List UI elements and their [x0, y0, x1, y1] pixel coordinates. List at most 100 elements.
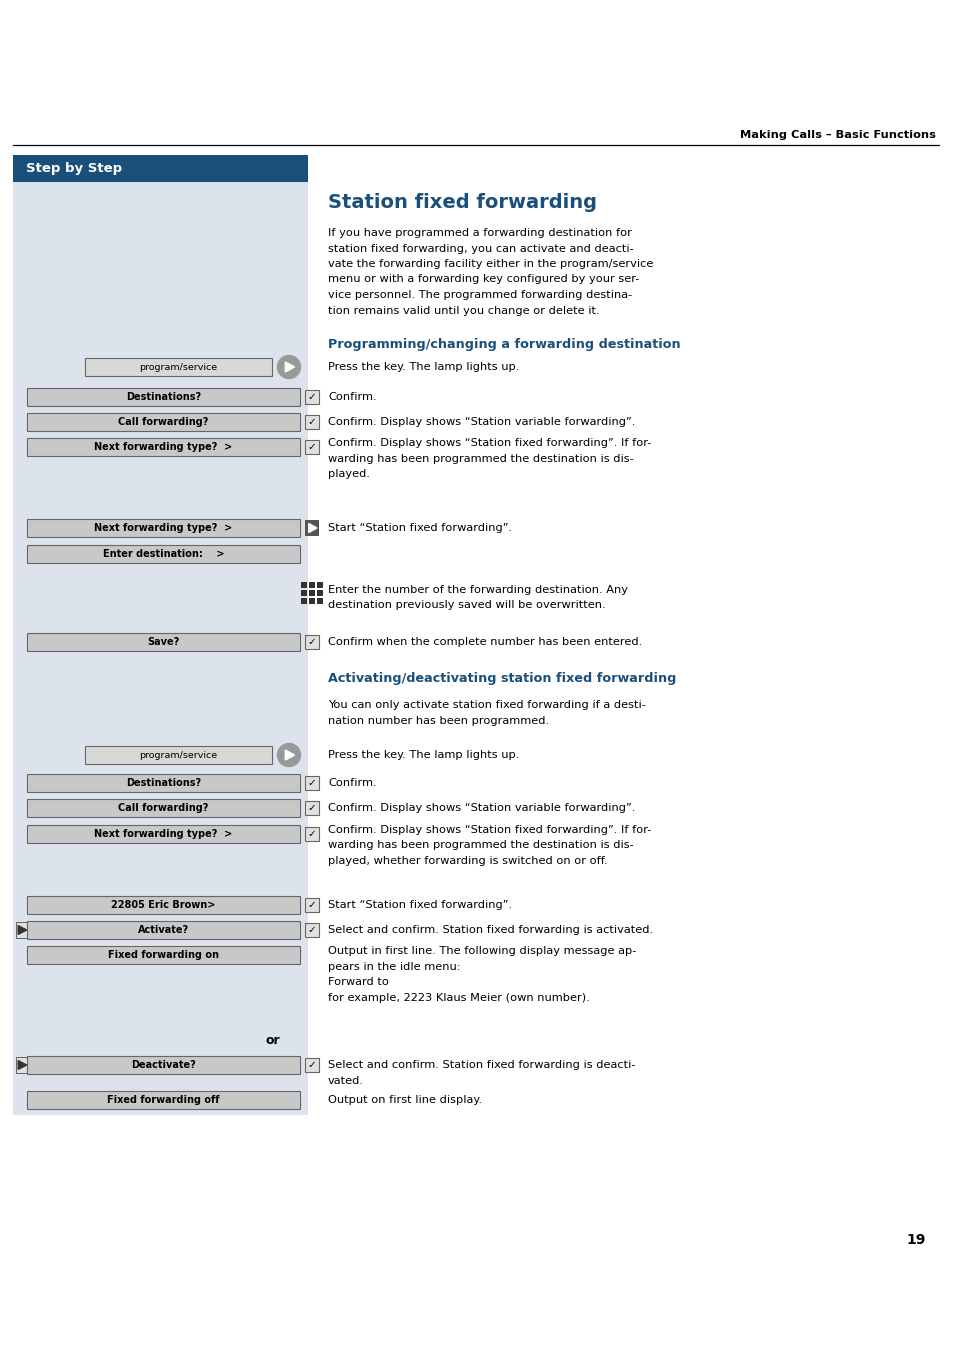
Text: Confirm.: Confirm. — [328, 778, 376, 788]
FancyBboxPatch shape — [85, 358, 272, 376]
Text: played.: played. — [328, 469, 370, 480]
Text: nation number has been programmed.: nation number has been programmed. — [328, 716, 549, 725]
FancyBboxPatch shape — [27, 921, 299, 939]
Text: Next forwarding type?  >: Next forwarding type? > — [94, 523, 233, 534]
Text: Save?: Save? — [147, 638, 179, 647]
FancyBboxPatch shape — [27, 388, 299, 405]
Text: Programming/changing a forwarding destination: Programming/changing a forwarding destin… — [328, 338, 679, 351]
Text: Fixed forwarding off: Fixed forwarding off — [107, 1096, 219, 1105]
Text: Enter the number of the forwarding destination. Any: Enter the number of the forwarding desti… — [328, 585, 627, 594]
Text: menu or with a forwarding key configured by your ser-: menu or with a forwarding key configured… — [328, 274, 639, 285]
FancyBboxPatch shape — [316, 582, 322, 588]
FancyBboxPatch shape — [309, 590, 314, 596]
Text: Start “Station fixed forwarding”.: Start “Station fixed forwarding”. — [328, 523, 512, 534]
FancyBboxPatch shape — [304, 898, 319, 912]
FancyBboxPatch shape — [301, 582, 307, 588]
Text: ✓: ✓ — [307, 830, 316, 839]
FancyBboxPatch shape — [27, 774, 299, 792]
Text: destination previously saved will be overwritten.: destination previously saved will be ove… — [328, 600, 605, 611]
Text: ✓: ✓ — [307, 778, 316, 788]
Text: warding has been programmed the destination is dis-: warding has been programmed the destinat… — [328, 840, 633, 851]
FancyBboxPatch shape — [27, 1092, 299, 1109]
Text: Deactivate?: Deactivate? — [131, 1061, 195, 1070]
Text: Forward to: Forward to — [328, 977, 389, 988]
Text: Output in first line. The following display message ap-: Output in first line. The following disp… — [328, 946, 636, 957]
Text: Select and confirm. Station fixed forwarding is deacti-: Select and confirm. Station fixed forwar… — [328, 1061, 635, 1070]
FancyBboxPatch shape — [304, 923, 319, 938]
Text: or: or — [265, 1034, 280, 1047]
Text: program/service: program/service — [139, 362, 217, 372]
Text: ✓: ✓ — [307, 802, 316, 813]
FancyBboxPatch shape — [27, 800, 299, 817]
Text: ✓: ✓ — [307, 638, 316, 647]
FancyBboxPatch shape — [85, 746, 272, 763]
FancyBboxPatch shape — [27, 825, 299, 843]
Text: Press the key. The lamp lights up.: Press the key. The lamp lights up. — [328, 362, 518, 372]
Text: 22805 Eric Brown>: 22805 Eric Brown> — [112, 900, 215, 911]
Polygon shape — [18, 1061, 27, 1070]
Circle shape — [277, 355, 300, 378]
Text: ✓: ✓ — [307, 1061, 316, 1070]
Text: Activate?: Activate? — [138, 925, 189, 935]
Text: Call forwarding?: Call forwarding? — [118, 417, 209, 427]
FancyBboxPatch shape — [304, 415, 319, 430]
Polygon shape — [285, 750, 294, 761]
Text: Destinations?: Destinations? — [126, 392, 201, 403]
FancyBboxPatch shape — [304, 389, 319, 404]
FancyBboxPatch shape — [304, 801, 319, 815]
Polygon shape — [309, 523, 316, 532]
Text: If you have programmed a forwarding destination for: If you have programmed a forwarding dest… — [328, 228, 631, 238]
FancyBboxPatch shape — [304, 775, 319, 790]
Text: Step by Step: Step by Step — [26, 162, 122, 176]
Polygon shape — [18, 925, 27, 935]
Text: Confirm. Display shows “Station fixed forwarding”. If for-: Confirm. Display shows “Station fixed fo… — [328, 438, 651, 449]
Text: Confirm. Display shows “Station variable forwarding”.: Confirm. Display shows “Station variable… — [328, 802, 635, 813]
Text: Enter destination:    >: Enter destination: > — [103, 549, 224, 559]
Text: ✓: ✓ — [307, 392, 316, 403]
Text: Confirm.: Confirm. — [328, 392, 376, 403]
Text: ✓: ✓ — [307, 417, 316, 427]
Text: Press the key. The lamp lights up.: Press the key. The lamp lights up. — [328, 750, 518, 761]
Text: played, whether forwarding is switched on or off.: played, whether forwarding is switched o… — [328, 857, 607, 866]
FancyBboxPatch shape — [27, 896, 299, 913]
Text: Confirm. Display shows “Station fixed forwarding”. If for-: Confirm. Display shows “Station fixed fo… — [328, 825, 651, 835]
FancyBboxPatch shape — [27, 438, 299, 455]
Text: warding has been programmed the destination is dis-: warding has been programmed the destinat… — [328, 454, 633, 463]
FancyBboxPatch shape — [304, 827, 319, 842]
Text: for example, 2223 Klaus Meier (own number).: for example, 2223 Klaus Meier (own numbe… — [328, 993, 589, 1002]
Text: Activating/deactivating station fixed forwarding: Activating/deactivating station fixed fo… — [328, 671, 676, 685]
Text: Making Calls – Basic Functions: Making Calls – Basic Functions — [740, 130, 935, 141]
Text: tion remains valid until you change or delete it.: tion remains valid until you change or d… — [328, 305, 599, 316]
FancyBboxPatch shape — [316, 598, 322, 604]
FancyBboxPatch shape — [27, 546, 299, 563]
FancyBboxPatch shape — [304, 635, 319, 650]
FancyBboxPatch shape — [13, 155, 308, 182]
FancyBboxPatch shape — [301, 590, 307, 596]
Text: pears in the idle menu:: pears in the idle menu: — [328, 962, 460, 971]
FancyBboxPatch shape — [305, 520, 318, 535]
Text: vated.: vated. — [328, 1075, 364, 1085]
Text: ✓: ✓ — [307, 925, 316, 935]
Text: Next forwarding type?  >: Next forwarding type? > — [94, 442, 233, 453]
FancyBboxPatch shape — [13, 155, 308, 1115]
FancyBboxPatch shape — [304, 439, 319, 454]
Polygon shape — [285, 362, 294, 372]
FancyBboxPatch shape — [27, 519, 299, 536]
Text: 19: 19 — [905, 1233, 925, 1247]
Text: Destinations?: Destinations? — [126, 778, 201, 788]
FancyBboxPatch shape — [301, 598, 307, 604]
FancyBboxPatch shape — [27, 946, 299, 963]
Text: program/service: program/service — [139, 751, 217, 759]
Text: station fixed forwarding, you can activate and deacti-: station fixed forwarding, you can activa… — [328, 243, 633, 254]
Text: Confirm when the complete number has been entered.: Confirm when the complete number has bee… — [328, 638, 641, 647]
Text: Start “Station fixed forwarding”.: Start “Station fixed forwarding”. — [328, 900, 512, 911]
FancyBboxPatch shape — [27, 634, 299, 651]
Text: You can only activate station fixed forwarding if a desti-: You can only activate station fixed forw… — [328, 700, 645, 711]
Text: ✓: ✓ — [307, 900, 316, 911]
FancyBboxPatch shape — [309, 598, 314, 604]
FancyBboxPatch shape — [304, 1058, 319, 1073]
FancyBboxPatch shape — [27, 1056, 299, 1074]
Text: Output on first line display.: Output on first line display. — [328, 1096, 481, 1105]
FancyBboxPatch shape — [316, 590, 322, 596]
FancyBboxPatch shape — [16, 1058, 28, 1073]
